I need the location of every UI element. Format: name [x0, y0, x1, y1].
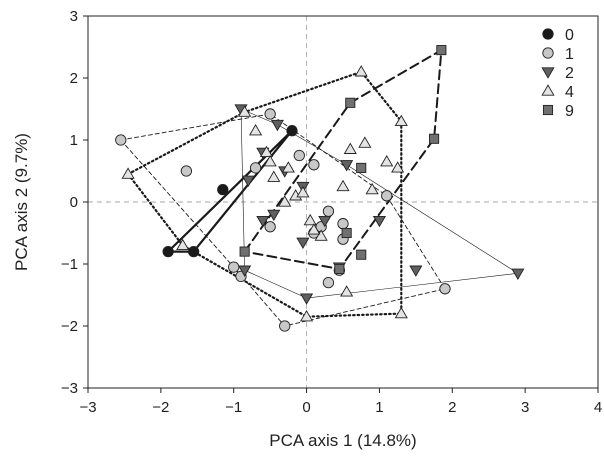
point-group-2-9	[296, 237, 310, 249]
point-group-1-4	[279, 320, 291, 332]
point-group-4-2	[238, 105, 252, 117]
y-tick-label-1: −2	[61, 318, 78, 335]
x-tick-label-0: −3	[79, 399, 96, 416]
y-axis-label: PCA axis 2 (9.7%)	[12, 133, 31, 271]
point-group-4-3	[248, 124, 263, 136]
point-group-0-2	[162, 245, 174, 258]
x-tick-label-3: 0	[302, 399, 310, 416]
point-group-0-0	[286, 125, 298, 137]
legend-label-1: 1	[565, 46, 574, 63]
point-group-2-11	[299, 293, 314, 305]
point-group-4-9	[296, 186, 310, 198]
x-tick-label-1: −2	[152, 399, 169, 416]
legend-marker-1	[542, 47, 554, 59]
point-group-0-3	[187, 245, 200, 258]
point-group-9-5	[429, 133, 440, 144]
point-group-2-14	[372, 215, 387, 228]
point-group-4-22	[299, 310, 314, 322]
hull-group-1	[120, 113, 446, 327]
point-group-4-10	[303, 213, 317, 226]
point-group-4-11	[314, 229, 328, 241]
legend-label-9: 9	[565, 103, 574, 120]
legend-marker-0	[542, 28, 554, 40]
point-group-4-18	[391, 161, 405, 173]
legend: 0 1 2 4 9	[541, 27, 574, 120]
x-tick-label-7: 4	[594, 399, 602, 416]
point-group-4-24	[278, 195, 292, 207]
point-group-1-6	[249, 162, 262, 174]
point-group-4-5	[263, 155, 277, 167]
hull-group-0	[167, 129, 294, 253]
hull-group-9	[243, 49, 443, 270]
point-group-2-10	[238, 265, 252, 277]
legend-label-0: 0	[565, 27, 574, 44]
point-group-1-7	[264, 221, 276, 233]
y-tick-label-0: −3	[61, 380, 78, 397]
point-group-1-5	[264, 108, 276, 120]
legend-label-4: 4	[565, 84, 574, 101]
x-tick-label-2: −1	[225, 399, 242, 416]
point-group-2-13	[340, 160, 354, 172]
point-group-4-19	[354, 65, 368, 77]
group-hulls	[120, 49, 519, 327]
point-group-9-4	[436, 45, 447, 56]
point-group-9-0	[239, 246, 250, 257]
x-tick-label-5: 2	[448, 399, 456, 416]
point-group-1-8	[293, 149, 305, 162]
y-tick-label-4: 1	[70, 132, 78, 149]
point-group-4-4	[259, 145, 274, 158]
point-group-1-13	[337, 218, 349, 230]
hull-group-4	[127, 70, 403, 318]
point-group-9-7	[341, 227, 352, 239]
point-group-4-23	[340, 285, 354, 297]
point-group-4-16	[365, 182, 379, 195]
y-tick-label-6: 3	[70, 8, 78, 25]
point-group-4-6	[267, 170, 281, 182]
point-group-2-8	[318, 215, 332, 228]
point-group-9-6	[356, 249, 367, 260]
point-group-4-12	[307, 223, 321, 235]
x-tick-label-4: 1	[375, 399, 383, 416]
point-group-1-17	[381, 190, 393, 202]
point-group-1-1	[180, 165, 193, 177]
point-group-9-3	[334, 263, 345, 275]
point-group-2-6	[256, 215, 270, 228]
point-group-1-15	[322, 276, 335, 289]
point-group-4-21	[394, 306, 408, 319]
point-group-2-3	[241, 175, 255, 187]
point-group-4-7	[281, 161, 295, 173]
point-group-2-1	[270, 119, 285, 132]
point-group-1-10	[322, 205, 335, 217]
legend-marker-9	[542, 104, 554, 116]
point-group-2-7	[267, 209, 281, 222]
data-points	[115, 45, 525, 332]
point-group-4-0	[121, 167, 135, 179]
point-group-4-14	[343, 142, 357, 154]
reference-lines	[88, 16, 598, 388]
legend-marker-2	[541, 67, 555, 79]
point-group-1-2	[228, 261, 240, 273]
point-group-1-9	[308, 159, 320, 171]
point-group-4-20	[394, 114, 408, 127]
point-group-4-15	[358, 136, 372, 148]
y-tick-label-3: 0	[70, 194, 78, 211]
point-group-9-1	[345, 97, 356, 108]
x-tick-label-6: 3	[521, 399, 529, 416]
y-tick-label-5: 2	[70, 70, 78, 87]
point-group-2-16	[511, 268, 525, 280]
point-group-0-1	[217, 183, 229, 196]
axes: −3 −2 −1 0 1 2 3 4 −3 −2 −1 0 1 2 3	[61, 8, 602, 416]
point-group-1-18	[439, 283, 451, 295]
point-group-4-17	[380, 155, 394, 167]
point-group-1-0	[115, 134, 127, 146]
y-tick-label-2: −1	[61, 256, 78, 273]
point-group-4-1	[176, 238, 190, 251]
point-group-9-2	[356, 162, 367, 173]
point-group-4-13	[336, 179, 350, 192]
legend-marker-4	[541, 84, 555, 96]
legend-label-2: 2	[565, 65, 574, 82]
point-group-2-15	[409, 265, 423, 277]
x-axis-label: PCA axis 1 (14.8%)	[269, 431, 416, 450]
